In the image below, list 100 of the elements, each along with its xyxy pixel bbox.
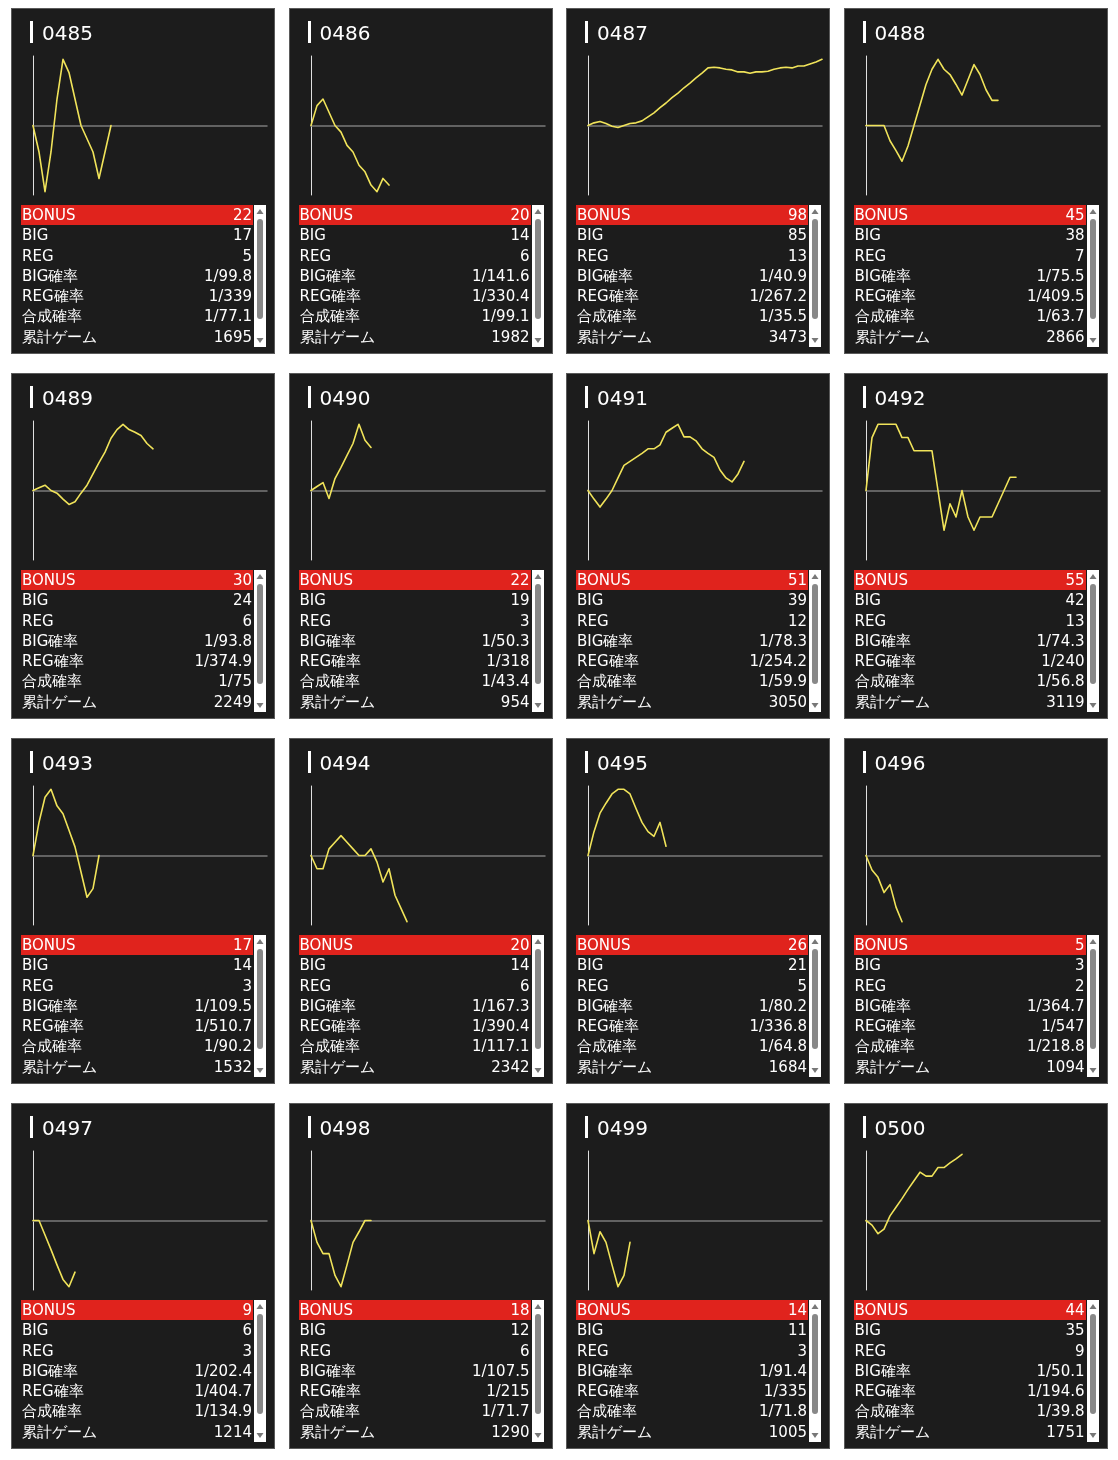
text: 1/267.2 — [749, 286, 807, 307]
text: 20 — [510, 205, 530, 226]
text: 2866 — [1046, 326, 1085, 348]
chart-title: 0490 — [319, 386, 371, 410]
text: BONUS — [299, 935, 354, 956]
text: 合成確率 — [299, 1401, 360, 1422]
text: BIG — [577, 590, 604, 611]
text: 累計ゲーム — [299, 1421, 375, 1443]
text: 51 — [787, 570, 807, 591]
text: 1/374.9 — [194, 651, 252, 672]
text: 9 — [1074, 1340, 1085, 1361]
text: 累計ゲーム — [299, 691, 375, 713]
text: 45 — [1065, 205, 1085, 226]
text: 1/364.7 — [1026, 995, 1085, 1017]
text: REG確率 — [22, 651, 84, 672]
text: 合成確率 — [22, 1036, 82, 1057]
text: 6 — [519, 245, 530, 266]
text: BIG確率 — [854, 265, 911, 287]
text: REG — [577, 1340, 609, 1361]
text: BIG確率 — [22, 995, 79, 1017]
text: REG確率 — [577, 651, 639, 672]
text: BONUS — [854, 1300, 909, 1321]
text: 1/336.8 — [749, 1016, 807, 1037]
text: 1/74.3 — [1036, 630, 1085, 652]
chart-title: 0495 — [597, 751, 648, 775]
text: 1/318 — [486, 651, 530, 672]
text: 1/39.8 — [1036, 1401, 1085, 1422]
text: 累計ゲーム — [854, 1056, 930, 1078]
text: REG — [22, 1340, 54, 1361]
text: 11 — [787, 1320, 807, 1341]
text: 合成確率 — [299, 1036, 360, 1057]
text: 1/390.4 — [471, 1016, 530, 1037]
chart-title: 0497 — [42, 1116, 93, 1140]
text: 22 — [510, 570, 530, 591]
text: 累計ゲーム — [854, 1421, 930, 1443]
chart-title: 0494 — [319, 751, 371, 775]
text: 1/64.8 — [759, 1036, 807, 1057]
text: BONUS — [22, 205, 76, 226]
text: BONUS — [577, 570, 631, 591]
text: BONUS — [577, 1300, 631, 1321]
text: 1/254.2 — [749, 651, 807, 672]
text: REG確率 — [854, 651, 917, 672]
text: BONUS — [299, 1300, 354, 1321]
text: 累計ゲーム — [577, 691, 652, 713]
text: 累計ゲーム — [854, 326, 930, 348]
text: 5 — [797, 975, 807, 996]
text: 1695 — [213, 326, 252, 348]
chart-title: 0499 — [597, 1116, 648, 1140]
text: 1/202.4 — [194, 1360, 252, 1382]
text: REG — [299, 610, 332, 631]
text: BIG確率 — [299, 265, 356, 287]
text: 1/330.4 — [471, 286, 530, 307]
text: 合成確率 — [854, 1401, 915, 1422]
text: REG確率 — [22, 286, 84, 307]
text: 合成確率 — [854, 671, 915, 692]
text: 3 — [1074, 955, 1085, 976]
text: BIG確率 — [299, 1360, 356, 1382]
text: 1/409.5 — [1026, 286, 1085, 307]
text: BIG確率 — [299, 630, 356, 652]
text: REG確率 — [577, 286, 639, 307]
text: 1/93.8 — [204, 630, 252, 652]
text: BONUS — [22, 935, 76, 956]
text: 21 — [787, 955, 807, 976]
text: 2249 — [213, 691, 252, 713]
text: 合成確率 — [299, 671, 360, 692]
text: 累計ゲーム — [299, 326, 375, 348]
text: 1/35.5 — [759, 306, 807, 327]
chart-title: 0491 — [597, 386, 648, 410]
text: 39 — [787, 590, 807, 611]
chart-title: 0498 — [319, 1116, 371, 1140]
text: REG — [854, 1340, 887, 1361]
text: BIG — [22, 955, 49, 976]
text: 1532 — [213, 1056, 252, 1078]
text: 5 — [242, 245, 252, 266]
text: 1/510.7 — [194, 1016, 252, 1037]
text: 1214 — [213, 1421, 252, 1443]
text: BIG確率 — [299, 995, 356, 1017]
text: BIG — [22, 1320, 49, 1341]
text: 1/90.2 — [204, 1036, 252, 1057]
text: 98 — [787, 205, 807, 226]
text: 14 — [232, 955, 252, 976]
text: 13 — [787, 245, 807, 266]
text: REG確率 — [577, 1016, 639, 1037]
text: BIG — [299, 225, 326, 246]
chart-title: 0496 — [874, 751, 926, 775]
text: 合成確率 — [577, 1401, 637, 1422]
chart-title: 0486 — [319, 21, 371, 45]
text: REG — [22, 975, 54, 996]
text: 1/99.1 — [481, 306, 530, 327]
text: BIG確率 — [22, 265, 79, 287]
text: 14 — [510, 225, 530, 246]
text: 1/91.4 — [759, 1360, 807, 1382]
text: BIG確率 — [22, 1360, 79, 1382]
text: 1/194.6 — [1026, 1381, 1085, 1402]
text: 954 — [500, 691, 530, 713]
text: 6 — [519, 975, 530, 996]
text: BIG確率 — [577, 630, 634, 652]
text: 13 — [1065, 610, 1085, 631]
text: 6 — [519, 1340, 530, 1361]
text: 1/107.5 — [471, 1360, 530, 1382]
